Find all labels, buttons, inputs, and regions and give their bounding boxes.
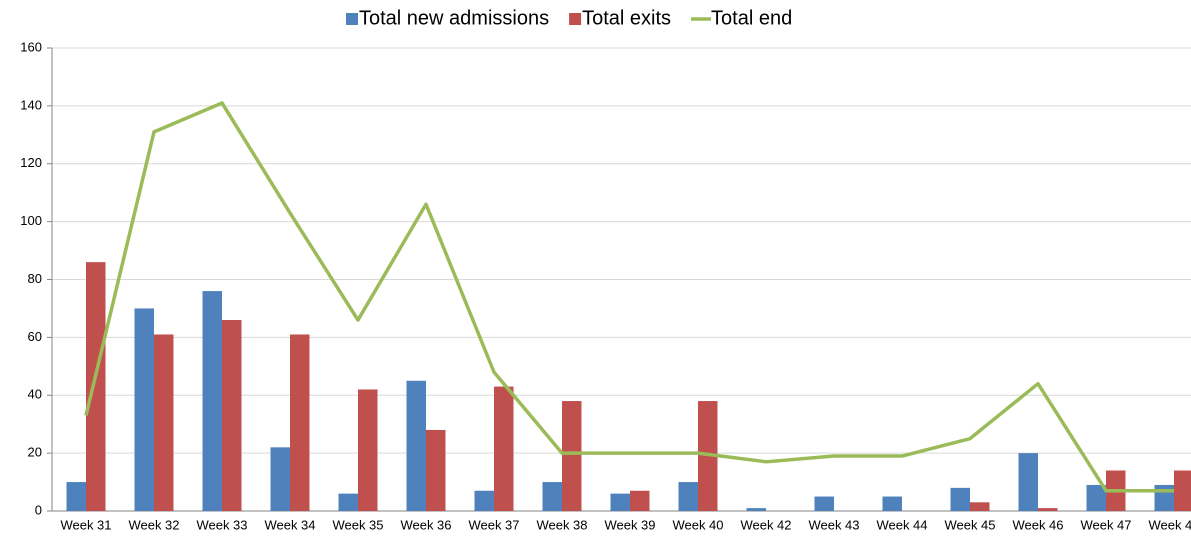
x-tick-label: Week 42 (740, 517, 791, 532)
bar (134, 308, 154, 511)
x-tick-label: Week 39 (604, 517, 655, 532)
y-tick-label: 120 (20, 155, 42, 170)
bar (270, 447, 290, 511)
x-tick-label: Week 33 (196, 517, 247, 532)
y-tick-label: 140 (20, 97, 42, 112)
bar (610, 493, 630, 511)
bar (678, 482, 698, 511)
x-tick-label: Week 32 (128, 517, 179, 532)
bar (66, 482, 86, 511)
x-tick-label: Week 31 (60, 517, 111, 532)
bar (358, 389, 378, 511)
x-tick-label: Week 47 (1080, 517, 1131, 532)
bar (1154, 484, 1174, 511)
x-tick-label: Week 34 (264, 517, 315, 532)
legend-label: Total exits (582, 7, 671, 29)
y-tick-label: 60 (28, 329, 42, 344)
bar (426, 429, 446, 511)
x-tick-label: Week 43 (808, 517, 859, 532)
bar (202, 291, 222, 511)
bar (474, 490, 494, 511)
bar (154, 334, 174, 511)
bar (86, 262, 106, 511)
bar (406, 380, 426, 511)
bar (970, 502, 990, 511)
legend-swatch (346, 13, 358, 25)
x-tick-label: Week 46 (1012, 517, 1063, 532)
y-tick-label: 20 (28, 445, 42, 460)
x-tick-label: Week 38 (536, 517, 587, 532)
legend-swatch (569, 13, 582, 25)
bar (290, 334, 310, 511)
bar (882, 496, 902, 511)
x-tick-label: Week 48 (1148, 517, 1191, 532)
y-tick-label: 0 (35, 502, 42, 517)
x-tick-label: Week 36 (400, 517, 451, 532)
bar (1174, 470, 1191, 511)
bar (630, 490, 650, 511)
y-tick-label: 40 (28, 387, 42, 402)
y-tick-label: 80 (28, 271, 42, 286)
bar (1038, 508, 1058, 511)
y-tick-label: 160 (20, 39, 42, 54)
bar (338, 493, 358, 511)
bar (950, 487, 970, 511)
legend: Total new admissions Total exits Total end (346, 7, 792, 29)
bar (746, 508, 766, 511)
x-tick-label: Week 45 (944, 517, 995, 532)
bar (1018, 453, 1038, 511)
x-tick-label: Week 44 (876, 517, 927, 532)
x-tick-label: Week 37 (468, 517, 519, 532)
bar (222, 320, 242, 511)
legend-label: Total new admissions (359, 7, 549, 29)
legend-label: Total end (711, 7, 792, 29)
line (84, 101, 1174, 493)
x-tick-label: Week 40 (672, 517, 723, 532)
bar (562, 401, 582, 511)
bar (1086, 484, 1106, 511)
x-tick-label: Week 35 (332, 517, 383, 532)
bar (814, 496, 834, 511)
bar (494, 386, 514, 511)
bar (542, 482, 562, 511)
y-tick-label: 100 (20, 213, 42, 228)
